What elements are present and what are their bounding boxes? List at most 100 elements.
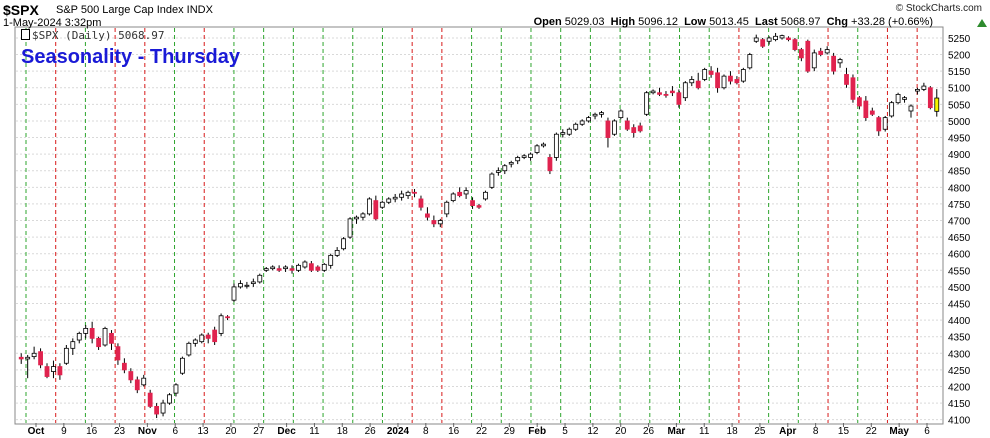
x-tick-label: 16 — [448, 426, 460, 437]
candle-body — [270, 266, 276, 270]
candle-body — [276, 268, 282, 271]
candle-body — [244, 284, 250, 287]
symbol: $SPX — [3, 2, 39, 18]
candle-body — [89, 327, 95, 339]
candle-body — [257, 274, 263, 283]
candle-body — [541, 143, 546, 147]
candle-body — [650, 90, 656, 94]
candle-body — [238, 283, 243, 288]
candle-body — [205, 334, 211, 339]
y-tick-label: 4150 — [948, 399, 971, 410]
x-tick-label: 18 — [727, 426, 739, 437]
candle-body — [128, 371, 134, 381]
chg-label: Chg — [826, 16, 848, 28]
candle-body — [405, 191, 411, 197]
x-tick-label: 8 — [813, 426, 819, 437]
candle-body — [134, 379, 140, 391]
y-tick-label: 4950 — [948, 134, 971, 145]
candle-body — [682, 82, 688, 99]
y-tick-label: 4650 — [948, 233, 971, 244]
candle-body — [689, 79, 695, 84]
candle-body — [495, 170, 501, 173]
last-value: 5068.97 — [780, 16, 821, 28]
candle-body — [618, 110, 624, 119]
candle-body — [250, 281, 256, 284]
candle-body — [831, 55, 837, 72]
x-tick-label: 26 — [365, 426, 377, 437]
candle-body — [102, 327, 108, 346]
y-tick-label: 4750 — [948, 200, 971, 211]
y-tick-label: 4450 — [948, 300, 971, 311]
candle-body — [798, 49, 804, 59]
last-label: Last — [755, 16, 778, 28]
candle-body — [70, 341, 76, 349]
candle-body — [347, 218, 353, 238]
candle-body — [199, 334, 205, 343]
open-label: Open — [533, 16, 562, 28]
candle-body — [676, 92, 682, 105]
candle-body — [186, 342, 192, 356]
candle-body — [605, 120, 611, 138]
candle-body — [431, 220, 437, 225]
candle-body — [218, 315, 224, 334]
y-axis-ticks: 4100 4150 4200 4250 4300 4350 4400 4450 4500 4550… — [948, 34, 971, 427]
candle-body — [869, 110, 875, 115]
candle-body — [450, 193, 456, 202]
candle-body — [437, 220, 443, 225]
candle-body — [889, 102, 895, 117]
x-tick-label: 13 — [198, 426, 210, 437]
y-tick-label: 5250 — [948, 34, 971, 45]
x-tick-label: Feb — [528, 426, 546, 437]
candle-body — [695, 80, 701, 89]
datetime: 1-May-2024 3:32pm — [3, 17, 102, 29]
y-tick-label: 4500 — [948, 283, 971, 294]
y-tick-label: 5150 — [948, 67, 971, 78]
x-tick-label: Apr — [779, 426, 796, 437]
candle-body — [489, 173, 495, 188]
candle-body — [934, 97, 940, 112]
candle-body — [173, 384, 179, 394]
y-tick-label: 5050 — [948, 100, 971, 111]
x-tick-label: Dec — [277, 426, 296, 437]
y-tick-label: 4550 — [948, 266, 971, 277]
candle-body — [747, 54, 753, 69]
x-tick-label: 12 — [587, 426, 599, 437]
x-tick-label: May — [889, 426, 909, 437]
candle-body — [192, 339, 198, 344]
candle-body — [412, 191, 417, 194]
x-tick-label: Oct — [28, 426, 45, 437]
x-tick-label: 22 — [476, 426, 488, 437]
x-tick-label: 11 — [309, 426, 320, 437]
candle-body — [315, 266, 321, 271]
y-tick-label: 4200 — [948, 382, 971, 393]
x-tick-label: Mar — [668, 426, 686, 437]
candle-body — [321, 263, 327, 271]
candle-body — [63, 347, 69, 364]
x-tick-label: 20 — [225, 426, 237, 437]
candle-body — [882, 117, 888, 130]
company-name: S&P 500 Large Cap Index INDX — [56, 4, 213, 16]
candle-body — [25, 356, 31, 360]
candle-body — [354, 216, 359, 220]
candle-body — [399, 193, 405, 198]
candle-body — [386, 198, 392, 203]
x-tick-label: 16 — [86, 426, 98, 437]
y-tick-label: 4600 — [948, 250, 971, 261]
candle-body — [579, 120, 585, 125]
candle-body — [844, 74, 849, 85]
candle-body — [876, 117, 882, 132]
candle-body — [96, 337, 101, 348]
high-label: High — [610, 16, 636, 28]
high-value: 5096.12 — [638, 16, 678, 28]
candle-body — [515, 157, 521, 162]
candle-body — [721, 75, 727, 89]
ohlc-readout: Open 5029.03 High 5096.12 Low 5013.45 La… — [534, 16, 933, 28]
candle-body — [296, 264, 301, 271]
y-tick-label: 4900 — [948, 150, 971, 161]
candle-body — [740, 69, 746, 82]
candle-body — [734, 79, 740, 84]
candle-body — [586, 117, 592, 122]
candle-body — [379, 201, 385, 208]
candle-body — [141, 377, 147, 386]
